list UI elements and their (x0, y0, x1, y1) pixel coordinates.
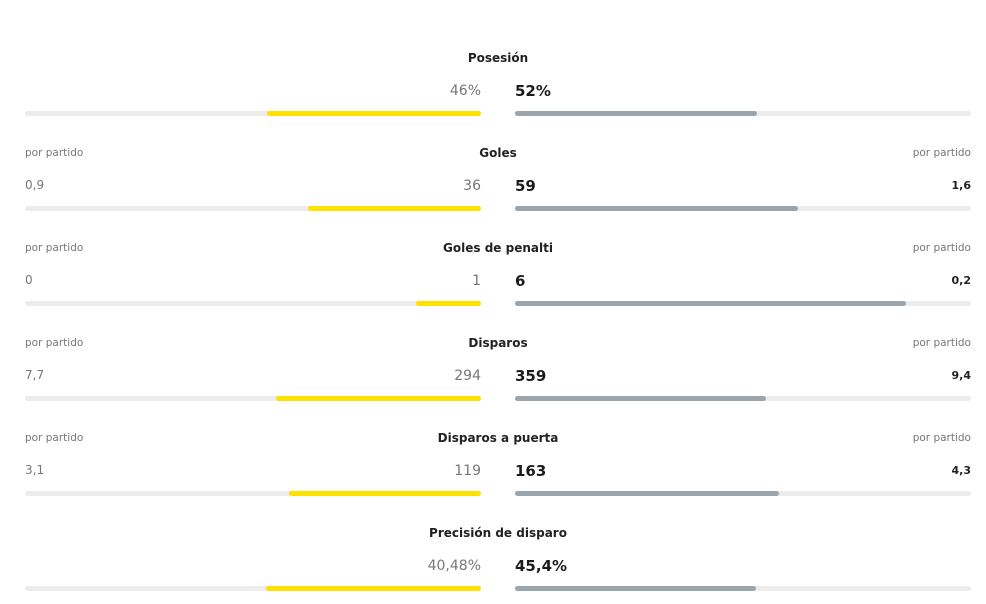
bar-track (25, 111, 481, 116)
away-bar (515, 206, 799, 211)
away-bar (515, 396, 766, 401)
stat-title: Posesión (467, 51, 529, 65)
per-game-label: por partido (25, 337, 84, 349)
home-value: 40,48% (427, 558, 481, 574)
bar-track (25, 301, 481, 306)
per-game-value: 3,1 (25, 463, 45, 477)
home-bar (266, 111, 481, 116)
home-value: 119 (454, 463, 481, 479)
away-bar (515, 111, 757, 116)
home-bar (415, 301, 481, 306)
bar-track (515, 396, 971, 401)
away-bar (515, 301, 906, 306)
home-value: 36 (463, 178, 481, 194)
home-value: 1 (472, 273, 481, 289)
per-game-label: por partido (912, 242, 971, 254)
bar-track (515, 111, 971, 116)
home-value: 46% (449, 83, 481, 99)
per-game-value: 4,3 (951, 464, 972, 477)
stat-title: Precisión de disparo (429, 526, 567, 540)
bar-track (25, 586, 481, 591)
per-game-value: 0,9 (25, 178, 45, 192)
away-value: 6 (515, 272, 526, 290)
away-bar (515, 586, 757, 591)
away-value: 359 (515, 367, 547, 385)
per-game-label: por partido (25, 147, 84, 159)
away-bar (515, 491, 779, 496)
per-game-value: 0 (25, 273, 33, 287)
bar-track (25, 206, 481, 211)
per-game-value: 9,4 (951, 369, 972, 382)
home-bar (308, 206, 481, 211)
home-bar (266, 586, 481, 591)
per-game-label: por partido (912, 337, 971, 349)
per-game-label: por partido (25, 432, 84, 444)
away-value: 45,4% (515, 557, 568, 575)
per-game-value: 1,6 (951, 179, 972, 192)
per-game-label: por partido (912, 432, 971, 444)
bar-track (515, 586, 971, 591)
away-value: 52% (515, 82, 551, 100)
bar-track (25, 491, 481, 496)
bar-track (515, 301, 971, 306)
stat-title: Disparos a puerta (437, 431, 559, 445)
home-bar (275, 396, 481, 401)
away-value: 163 (515, 462, 547, 480)
stat-title: Disparos (468, 336, 528, 350)
bar-track (25, 396, 481, 401)
home-value: 294 (454, 368, 481, 384)
bar-track (515, 491, 971, 496)
stat-title: Goles (479, 146, 517, 160)
per-game-label: por partido (25, 242, 84, 254)
away-value: 59 (515, 177, 536, 195)
per-game-value: 7,7 (25, 368, 45, 382)
bar-track (515, 206, 971, 211)
stat-title: Goles de penalti (443, 241, 553, 255)
per-game-value: 0,2 (951, 274, 972, 287)
home-bar (288, 491, 481, 496)
per-game-label: por partido (912, 147, 971, 159)
